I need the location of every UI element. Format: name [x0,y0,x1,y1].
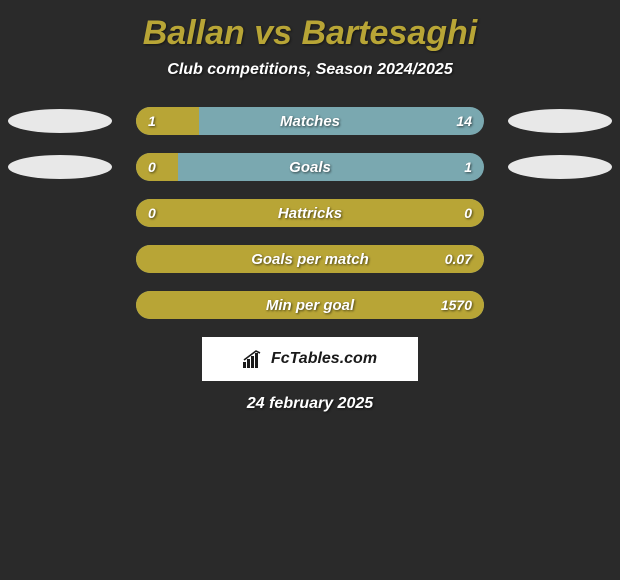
brand-logo: FcTables.com [202,337,418,381]
stat-label: Goals per match [136,245,484,273]
date-label: 24 february 2025 [0,395,620,413]
stat-bar: Min per goal1570 [136,291,484,319]
stats-list: 1Matches140Goals10Hattricks0Goals per ma… [0,107,620,319]
stat-label: Hattricks [136,199,484,227]
stat-right-value: 0.07 [445,245,472,273]
brand-logo-text: FcTables.com [271,350,377,368]
stat-bar: 0Goals1 [136,153,484,181]
page-subtitle: Club competitions, Season 2024/2025 [0,61,620,79]
stat-label: Matches [136,107,484,135]
stat-bar: 0Hattricks0 [136,199,484,227]
stat-label: Goals [136,153,484,181]
stat-row: 0Goals1 [0,153,620,181]
chart-icon [243,350,265,368]
stat-label: Min per goal [136,291,484,319]
stat-right-value: 0 [464,199,472,227]
stat-right-value: 1 [464,153,472,181]
stat-row: Goals per match0.07 [0,245,620,273]
player-right-oval [508,109,612,133]
stat-bar: Goals per match0.07 [136,245,484,273]
page-title: Ballan vs Bartesaghi [0,14,620,53]
player-left-oval [8,155,112,179]
stat-right-value: 1570 [441,291,472,319]
stat-right-value: 14 [456,107,472,135]
comparison-infographic: Ballan vs Bartesaghi Club competitions, … [0,0,620,413]
player-left-oval [8,109,112,133]
stat-row: Min per goal1570 [0,291,620,319]
stat-bar: 1Matches14 [136,107,484,135]
stat-row: 1Matches14 [0,107,620,135]
player-right-oval [508,155,612,179]
stat-row: 0Hattricks0 [0,199,620,227]
